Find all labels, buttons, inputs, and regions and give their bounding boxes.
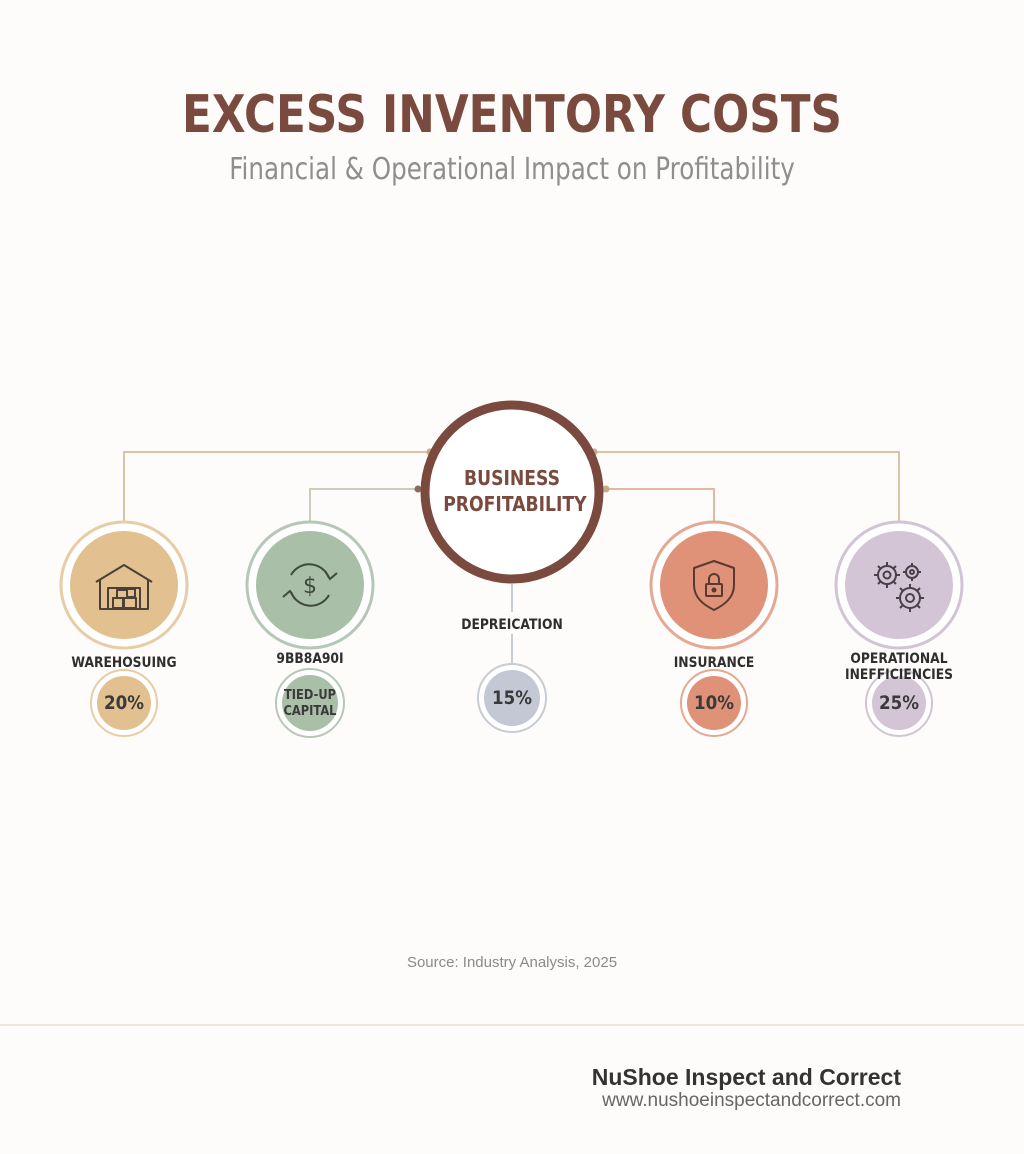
center-label-line2: PROFITABILITY bbox=[443, 492, 587, 516]
operational-pct-circle bbox=[872, 676, 926, 730]
insurance-percent: 10% bbox=[693, 692, 735, 714]
node-insurance bbox=[649, 520, 779, 737]
node-operational bbox=[834, 520, 964, 737]
shield-lock-icon bbox=[693, 560, 735, 611]
warehouse-icon bbox=[95, 564, 153, 610]
capital-label: 9BB8A90I bbox=[276, 651, 344, 667]
connector-capital bbox=[309, 488, 418, 522]
connector-insurance bbox=[606, 488, 715, 522]
dollar-sign-icon: $ bbox=[303, 574, 317, 599]
center-label: BUSINESS PROFITABILITY bbox=[443, 465, 587, 517]
gears-icon bbox=[874, 562, 924, 612]
capital-percent: TIED-UP CAPITAL bbox=[275, 688, 345, 720]
depreciation-percent: 15% bbox=[491, 687, 533, 709]
warehousing-pct-circle bbox=[97, 676, 151, 730]
dollar-cycle-icon bbox=[282, 563, 338, 607]
capital-circle bbox=[256, 531, 364, 639]
warehousing-circle bbox=[70, 531, 178, 639]
footer-divider bbox=[0, 1024, 1024, 1026]
connector-dot bbox=[414, 485, 422, 493]
insurance-label: INSURANCE bbox=[673, 655, 755, 671]
insurance-pct-circle bbox=[687, 676, 741, 730]
node-depreciation bbox=[477, 663, 547, 733]
connector-warehousing bbox=[123, 451, 430, 522]
connector-operational bbox=[594, 451, 900, 522]
footer-url[interactable]: www.nushoeinspectandcorrect.com bbox=[602, 1090, 901, 1111]
source-note: Source: Industry Analysis, 2025 bbox=[406, 954, 618, 971]
connector-lines bbox=[123, 451, 900, 664]
depreciation-pct-circle bbox=[484, 670, 540, 726]
connector-dot bbox=[602, 485, 610, 493]
depreciation-label: DEPREICATION bbox=[461, 617, 563, 633]
page-title: EXCESS INVENTORY COSTS bbox=[182, 85, 842, 145]
operational-label-line2: INEFFICIENCIES bbox=[845, 667, 953, 683]
node-capital: $ bbox=[245, 520, 375, 738]
operational-circle bbox=[845, 531, 953, 639]
warehousing-label: WAREHOSUING bbox=[71, 655, 177, 671]
operational-label-line1: OPERATIONAL bbox=[850, 651, 948, 667]
capital-pct-circle bbox=[282, 675, 338, 731]
node-warehousing bbox=[59, 520, 189, 737]
operational-label: OPERATIONAL INEFFICIENCIES bbox=[833, 651, 965, 683]
footer-brand: NuShoe Inspect and Correct bbox=[591, 1064, 901, 1090]
center-circle bbox=[420, 400, 604, 584]
center-label-line1: BUSINESS bbox=[463, 466, 560, 490]
capital-percent-line2: CAPITAL bbox=[283, 704, 337, 719]
warehousing-percent: 20% bbox=[103, 692, 145, 714]
capital-percent-line1: TIED-UP bbox=[283, 688, 337, 703]
page-subtitle: Financial & Operational Impact on Profit… bbox=[229, 152, 795, 187]
operational-percent: 25% bbox=[878, 692, 920, 714]
